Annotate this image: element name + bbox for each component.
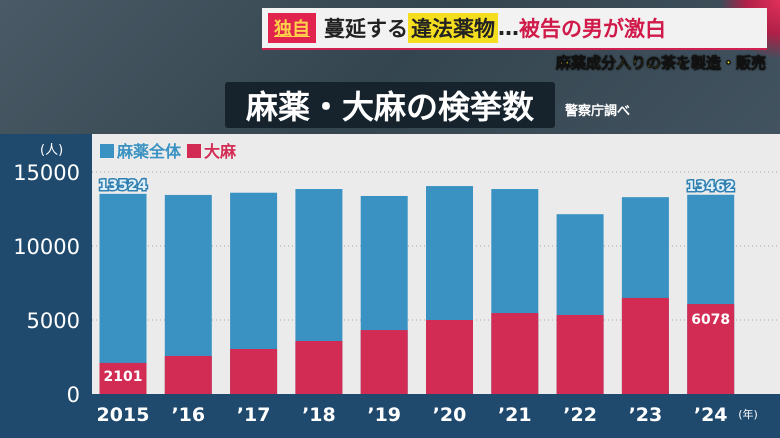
bar-cannabis <box>230 349 278 394</box>
bar-cannabis <box>687 304 735 394</box>
headline-highlight: 違法薬物 <box>408 13 498 43</box>
headline-sep: … <box>498 16 519 40</box>
headline-part1: 蔓延する <box>324 17 408 41</box>
legend: 麻薬全体 大麻 <box>100 138 236 162</box>
legend-swatch-cannabis <box>187 144 202 158</box>
y-tick-label: 10000 <box>13 235 80 259</box>
bar-cannabis <box>295 341 343 394</box>
x-axis-unit: (年) <box>738 407 758 421</box>
y-tick-label: 0 <box>67 383 80 407</box>
bar-cannabis <box>556 314 604 394</box>
legend-total: 麻薬全体 <box>100 138 181 162</box>
bar-total <box>99 193 147 394</box>
legend-cannabis: 大麻 <box>187 138 236 162</box>
y-axis-panel <box>0 134 92 438</box>
x-tick-label: ’22 <box>563 404 597 426</box>
x-tick-label: ’19 <box>367 404 401 426</box>
headline-banner: 独自 蔓延する 違法薬物 … 被告の男が激白 <box>262 8 767 50</box>
bar-cannabis <box>164 355 212 394</box>
x-tick-label: ’20 <box>433 404 467 426</box>
x-tick-label: ’17 <box>237 404 271 426</box>
legend-label-total: 麻薬全体 <box>117 142 182 161</box>
legend-label-cannabis: 大麻 <box>204 142 237 161</box>
x-tick-label: ’24 <box>694 404 728 426</box>
bar-cannabis <box>360 330 408 394</box>
x-tick-label: ’18 <box>302 404 336 426</box>
x-tick-label: 2015 <box>97 404 150 426</box>
y-tick-label: 15000 <box>13 161 80 185</box>
chart-source: 警察庁調べ <box>565 104 631 119</box>
bar-cannabis <box>426 320 473 394</box>
y-tick-label: 5000 <box>27 309 80 333</box>
x-tick-label: ’23 <box>629 404 663 426</box>
subheadline: 麻薬成分入りの茶を製造・販売 <box>555 54 767 73</box>
legend-swatch-total <box>100 144 114 158</box>
chart-title: 麻薬・大麻の検挙数 <box>225 82 555 128</box>
y-axis-unit: (人) <box>40 143 64 158</box>
bar-cannabis <box>491 313 539 394</box>
data-label-cannabis-2015: 2101 <box>104 369 143 385</box>
x-tick-label: ’21 <box>498 404 532 426</box>
data-label-total-2024: 13462 <box>686 179 735 195</box>
data-label-total-2015: 13524 <box>99 178 148 194</box>
headline-part2: 被告の男が激白 <box>519 17 666 41</box>
bar-cannabis <box>99 362 147 394</box>
x-axis-panel <box>0 394 780 438</box>
x-tick-label: ’16 <box>171 404 205 426</box>
exclusive-tag: 独自 <box>268 13 316 43</box>
data-label-cannabis-2024: 6078 <box>691 312 730 328</box>
bar-cannabis <box>621 297 669 394</box>
